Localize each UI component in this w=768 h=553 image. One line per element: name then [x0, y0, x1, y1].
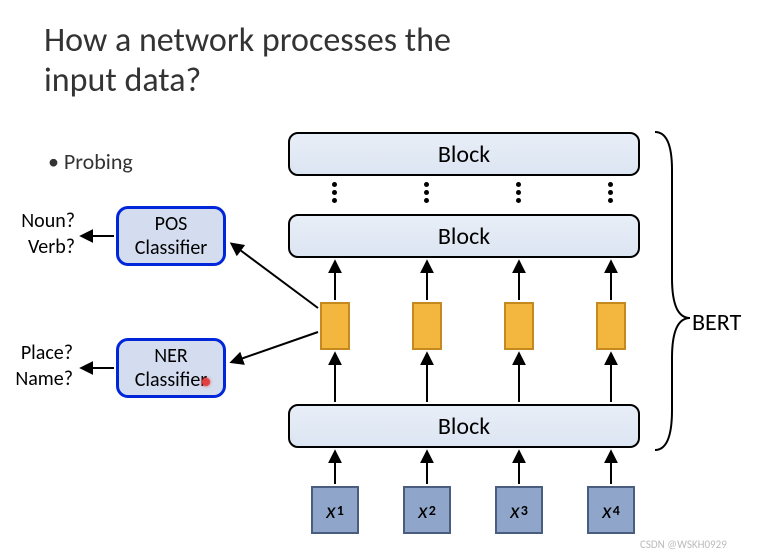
pos-q2: Verb?: [28, 235, 75, 259]
token-vec-3: [504, 302, 534, 350]
ner-classifier: NER Classifier: [116, 338, 226, 398]
block-middle-label: Block: [438, 222, 490, 251]
block-bottom-label: Block: [438, 412, 490, 441]
pos-classifier: POS Classifier: [116, 206, 226, 266]
bullet-probing: • Probing: [48, 148, 133, 175]
title-line2: input data?: [44, 60, 201, 101]
block-top: Block: [288, 132, 640, 176]
pos-q1: Noun?: [21, 209, 75, 233]
input-x4-sup: 4: [613, 502, 620, 519]
input-x2: x2: [403, 486, 451, 534]
pos-questions: Noun? Verb?: [10, 208, 75, 260]
token-vec-1: [320, 302, 350, 350]
input-x1-sup: 1: [337, 502, 344, 519]
watermark: CSDN @WSKH0929: [640, 538, 727, 551]
block-top-label: Block: [438, 140, 490, 169]
input-x1: x1: [311, 486, 359, 534]
block-bottom: Block: [288, 404, 640, 448]
input-x2-var: x: [418, 497, 428, 524]
title-line1: How a network processes the: [44, 20, 451, 61]
input-x3-var: x: [510, 497, 520, 524]
ner-q2: Name?: [15, 367, 73, 391]
input-x4-var: x: [602, 497, 612, 524]
ellipsis-col-3: [516, 182, 521, 203]
input-x4: x4: [587, 486, 635, 534]
ner-questions: Place? Name?: [8, 340, 73, 392]
ellipsis-col-1: [332, 182, 337, 203]
input-x2-sup: 2: [429, 502, 436, 519]
laser-pointer-icon: [202, 378, 210, 386]
token-vec-4: [596, 302, 626, 350]
input-x3-sup: 3: [521, 502, 528, 519]
input-x1-var: x: [326, 497, 336, 524]
bert-label: BERT: [692, 308, 741, 337]
ner-line2: Classifier: [135, 368, 208, 392]
ellipsis-col-4: [608, 182, 613, 203]
token-vec-2: [412, 302, 442, 350]
pos-line2: Classifier: [135, 236, 208, 260]
pos-line1: POS: [155, 212, 188, 236]
ellipsis-col-2: [424, 182, 429, 203]
input-x3: x3: [495, 486, 543, 534]
ner-line1: NER: [154, 344, 188, 368]
block-middle: Block: [288, 214, 640, 258]
ner-q1: Place?: [21, 341, 73, 365]
